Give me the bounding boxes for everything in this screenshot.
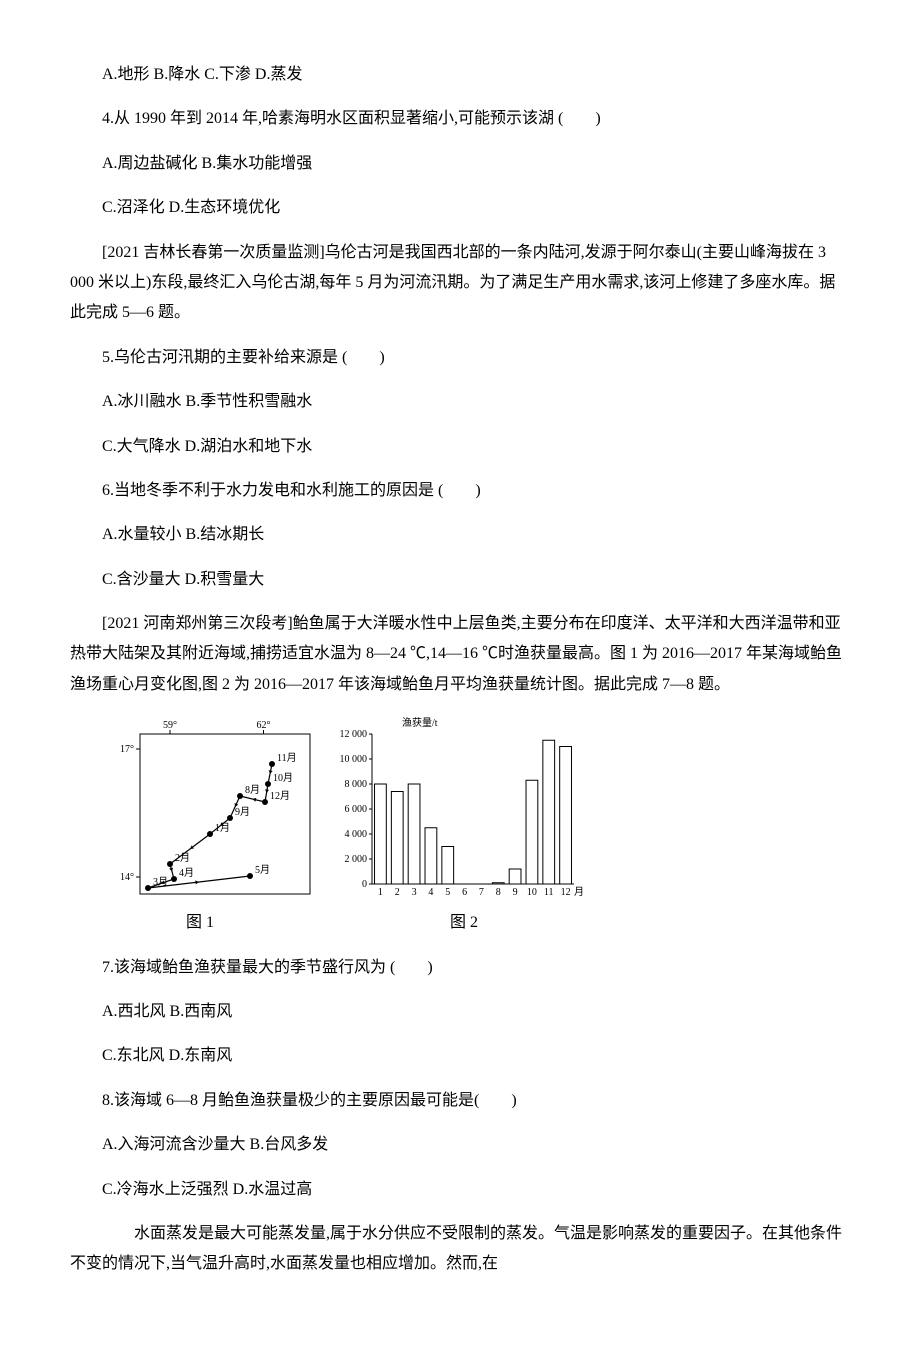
svg-text:5月: 5月: [255, 864, 270, 876]
svg-text:62°: 62°: [257, 720, 271, 731]
svg-text:渔获量/t: 渔获量/t: [402, 717, 438, 729]
option-line: A.水量较小 B.结冰期长: [70, 520, 850, 550]
svg-text:5: 5: [445, 887, 450, 898]
option-line: C.含沙量大 D.积雪量大: [70, 565, 850, 595]
figure-labels: 图 1 图 2: [70, 908, 850, 938]
question-4: 4.从 1990 年到 2014 年,哈素海明水区面积显著缩小,可能预示该湖 (…: [70, 104, 850, 134]
svg-text:12: 12: [561, 887, 571, 898]
svg-text:2: 2: [395, 887, 400, 898]
figure-2-label: 图 2: [334, 908, 594, 938]
question-5: 5.乌伦古河汛期的主要补给来源是 ( ): [70, 343, 850, 373]
svg-text:8 000: 8 000: [345, 779, 368, 790]
svg-text:3: 3: [412, 887, 417, 898]
passage-56: [2021 吉林长春第一次质量监测]乌伦古河是我国西北部的一条内陆河,发源于阿尔…: [70, 238, 850, 329]
svg-text:6: 6: [462, 887, 467, 898]
passage-78: [2021 河南郑州第三次段考]鲐鱼属于大洋暖水性中上层鱼类,主要分布在印度洋、…: [70, 609, 850, 700]
question-6: 6.当地冬季不利于水力发电和水利施工的原因是 ( ): [70, 476, 850, 506]
svg-text:2月: 2月: [175, 852, 190, 864]
svg-text:1: 1: [378, 887, 383, 898]
figure-1-label: 图 1: [70, 908, 330, 938]
svg-text:8月: 8月: [245, 784, 260, 796]
svg-text:4: 4: [428, 887, 433, 898]
svg-text:11月: 11月: [277, 752, 297, 764]
svg-text:4月: 4月: [179, 867, 194, 879]
svg-text:0: 0: [362, 879, 367, 890]
figure-1-scatter: 59° 62° 17° 14° 11月 10月 12月 8月 9月 1月 5月 2月 4月 3月: [100, 714, 320, 904]
svg-text:59°: 59°: [163, 720, 177, 731]
svg-text:9月: 9月: [235, 806, 250, 818]
option-line: C.东北风 D.东南风: [70, 1041, 850, 1071]
svg-text:9: 9: [513, 887, 518, 898]
option-line: A.西北风 B.西南风: [70, 997, 850, 1027]
svg-text:10: 10: [527, 887, 537, 898]
svg-text:12 000: 12 000: [340, 729, 368, 740]
option-line: A.冰川融水 B.季节性积雪融水: [70, 387, 850, 417]
figure-2-bar-chart: 渔获量/t02 0004 0006 0008 00010 00012 00012…: [324, 714, 584, 904]
svg-text:12月: 12月: [270, 790, 290, 802]
figure-row: 59° 62° 17° 14° 11月 10月 12月 8月 9月 1月 5月 2月 4月 3月 渔获量/…: [100, 714, 850, 904]
svg-text:月份: 月份: [574, 886, 584, 898]
svg-text:8: 8: [496, 887, 501, 898]
svg-text:4 000: 4 000: [345, 829, 368, 840]
option-line: A.地形 B.降水 C.下渗 D.蒸发: [70, 60, 850, 90]
option-line: A.周边盐碱化 B.集水功能增强: [70, 149, 850, 179]
question-8: 8.该海域 6—8 月鲐鱼渔获量极少的主要原因最可能是( ): [70, 1086, 850, 1116]
svg-text:17°: 17°: [120, 744, 134, 755]
svg-text:6 000: 6 000: [345, 804, 368, 815]
option-line: C.冷海水上泛强烈 D.水温过高: [70, 1175, 850, 1205]
option-line: C.大气降水 D.湖泊水和地下水: [70, 432, 850, 462]
option-line: A.入海河流含沙量大 B.台风多发: [70, 1130, 850, 1160]
svg-text:11: 11: [544, 887, 554, 898]
svg-text:2 000: 2 000: [345, 854, 368, 865]
option-line: C.沼泽化 D.生态环境优化: [70, 193, 850, 223]
svg-text:14°: 14°: [120, 872, 134, 883]
question-7: 7.该海域鲐鱼渔获量最大的季节盛行风为 ( ): [70, 953, 850, 983]
svg-text:7: 7: [479, 887, 484, 898]
svg-text:10月: 10月: [273, 772, 293, 784]
svg-text:1月: 1月: [215, 822, 230, 834]
passage-evaporation: 水面蒸发是最大可能蒸发量,属于水分供应不受限制的蒸发。气温是影响蒸发的重要因子。…: [70, 1219, 850, 1280]
svg-text:3月: 3月: [153, 876, 168, 888]
svg-text:10 000: 10 000: [340, 754, 368, 765]
